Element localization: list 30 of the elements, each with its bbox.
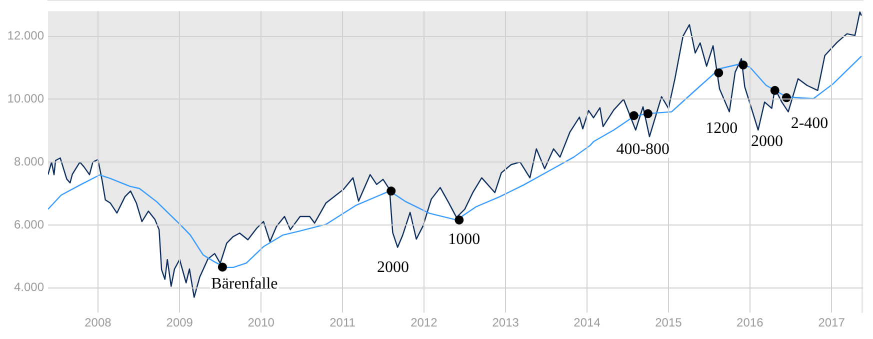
point bbox=[629, 111, 638, 120]
annotation: 2000 bbox=[377, 259, 409, 276]
x-tick-label: 2012 bbox=[410, 316, 438, 330]
y-tick-label: 8.000 bbox=[14, 154, 44, 168]
point bbox=[386, 186, 396, 196]
annotation: Bärenfalle bbox=[211, 275, 278, 292]
point bbox=[643, 109, 652, 118]
x-tick-label: 2013 bbox=[492, 316, 520, 330]
y-tick-label: 10.000 bbox=[7, 92, 44, 106]
x-tick-label: 2015 bbox=[655, 316, 682, 330]
x-tick-label: 2010 bbox=[248, 316, 275, 330]
x-tick-label: 2014 bbox=[574, 316, 601, 330]
y-tick-label: 4.000 bbox=[14, 280, 44, 294]
annotation: 1000 bbox=[448, 231, 480, 248]
x-tick-label: 2011 bbox=[330, 316, 356, 330]
annotation: 2000 bbox=[751, 133, 783, 150]
y-tick-label: 12.000 bbox=[7, 28, 44, 43]
annotation: 1200 bbox=[706, 120, 738, 138]
point bbox=[454, 215, 464, 224]
annotation: 2-400 bbox=[790, 114, 828, 132]
point bbox=[770, 86, 780, 95]
x-tick-label: 2008 bbox=[84, 316, 112, 330]
point bbox=[714, 68, 724, 78]
y-tick-label: 6.000 bbox=[14, 217, 44, 232]
point bbox=[738, 60, 748, 70]
annotation: 400-800 bbox=[616, 140, 670, 158]
point bbox=[218, 262, 227, 272]
x-tick-label: 2017 bbox=[818, 316, 846, 330]
x-tick-label: 2009 bbox=[166, 316, 194, 330]
x-tick-label: 2016 bbox=[736, 316, 764, 330]
